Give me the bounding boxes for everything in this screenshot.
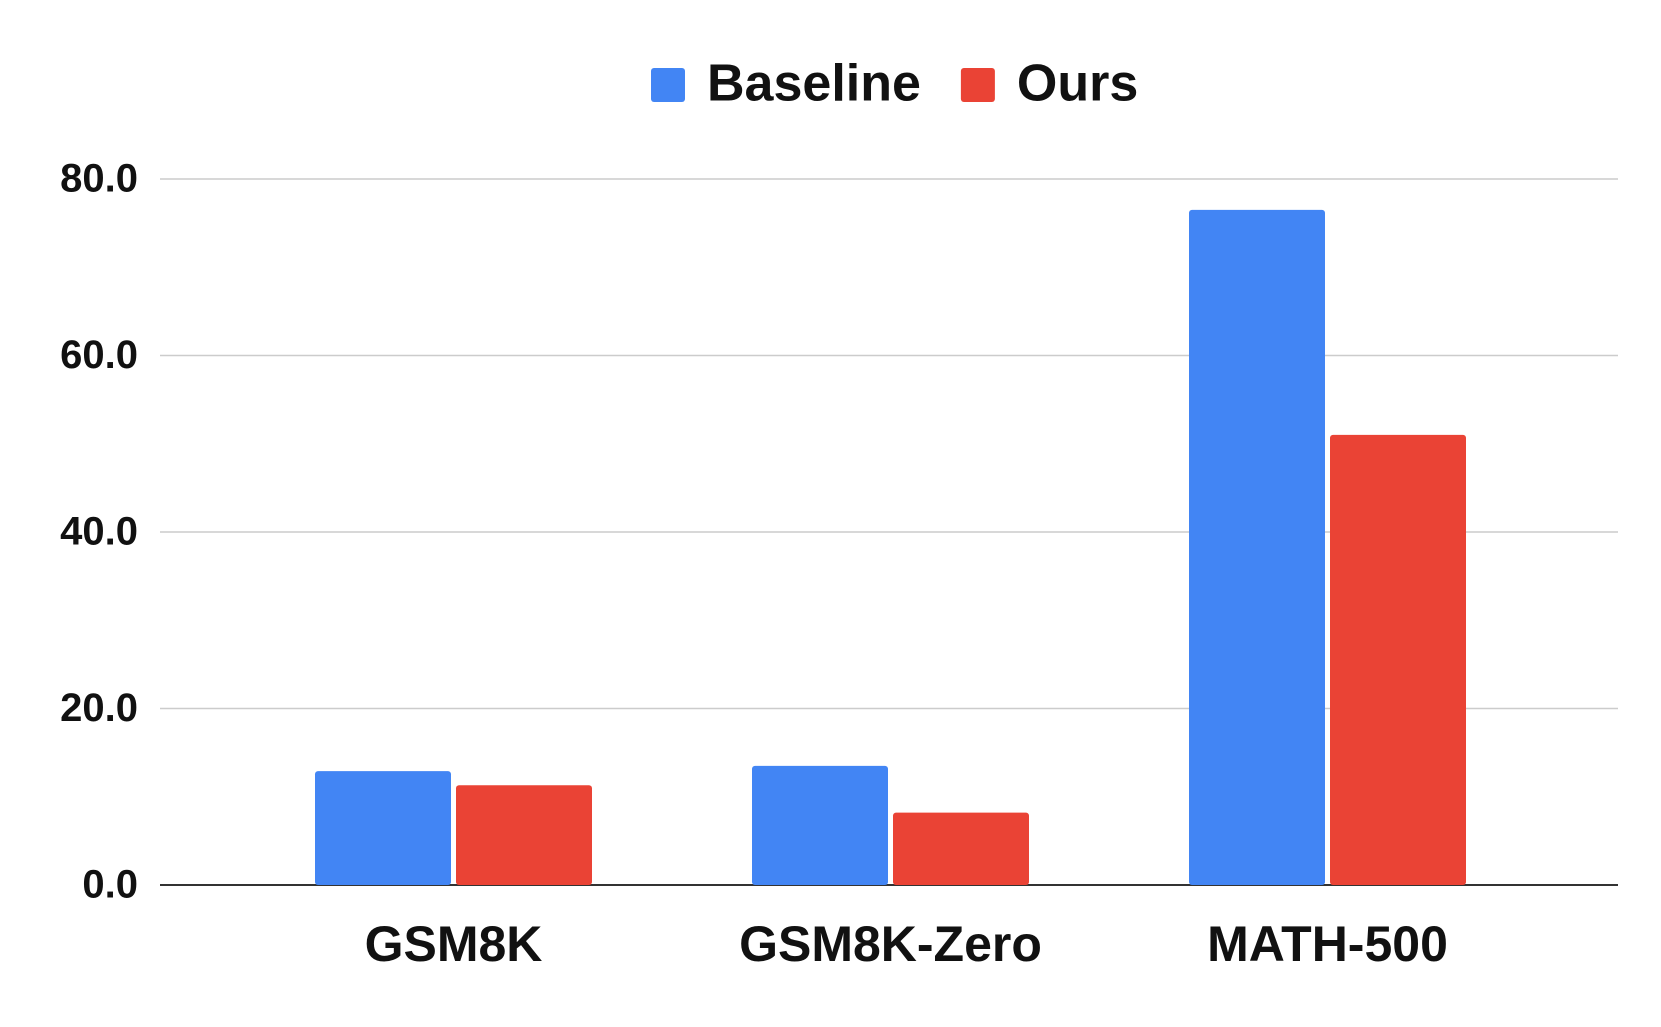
y-tick-label: 60.0 bbox=[60, 333, 138, 377]
legend-swatch bbox=[960, 68, 995, 102]
legend-label: Ours bbox=[1017, 55, 1138, 113]
bar bbox=[456, 785, 592, 885]
bar bbox=[893, 812, 1029, 885]
x-tick-label: GSM8K bbox=[365, 916, 543, 972]
x-tick-label: MATH-500 bbox=[1207, 916, 1448, 972]
bar bbox=[315, 771, 451, 885]
y-tick-label: 0.0 bbox=[82, 863, 138, 907]
legend-swatch bbox=[651, 68, 685, 102]
y-tick-label: 80.0 bbox=[60, 157, 138, 201]
y-tick-label: 20.0 bbox=[60, 686, 138, 730]
y-tick-label: 40.0 bbox=[60, 510, 138, 554]
bar bbox=[1189, 209, 1325, 885]
bar bbox=[752, 765, 888, 885]
x-tick-label: GSM8K-Zero bbox=[739, 916, 1042, 972]
bar bbox=[1330, 434, 1466, 885]
legend-label: Baseline bbox=[707, 55, 921, 113]
